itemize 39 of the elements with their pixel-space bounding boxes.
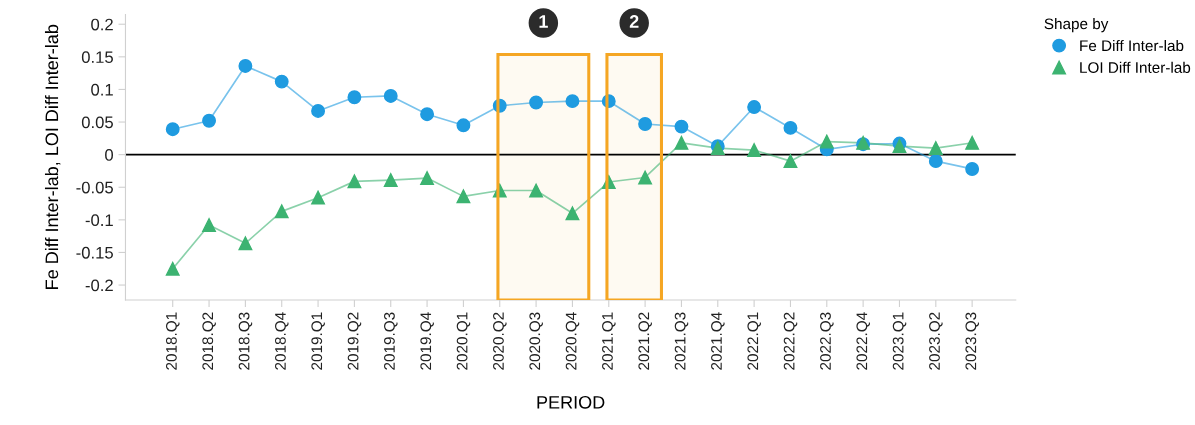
y-tick-label: -0.2 [85,279,113,292]
y-axis-title: Fe Diff Inter-lab, LOI Diff Inter-lab [44,24,61,289]
x-tick-label: 2021.Q1 [602,312,616,370]
y-tick-label: 0.15 [81,51,113,64]
x-tick-label: 2020.Q1 [456,312,471,370]
y-tick-label: -0.15 [76,246,113,259]
x-tick-label: 2023.Q2 [929,312,943,370]
x-tick-label: 2021.Q2 [638,312,652,370]
x-tick-label: 2020.Q4 [565,312,580,370]
legend-title: Shape by [1044,18,1109,33]
x-tick-label: 2021.Q4 [711,312,725,370]
x-tick-label: 2021.Q3 [674,312,689,370]
y-tick-label: 0 [105,149,114,161]
x-tick-label: 2020.Q2 [493,312,507,370]
x-tick-label: 2023.Q1 [892,312,907,370]
x-tick-label: 2018.Q2 [202,312,216,370]
x-tick-label: 2020.Q3 [529,312,543,370]
legend-label: LOI Diff Inter-lab [1080,61,1191,73]
y-tick-label: -0.05 [76,181,113,194]
y-tick-label: -0.1 [85,214,113,227]
x-axis-title: PERIOD [537,395,605,409]
band-label: 1 [539,15,548,28]
x-tick-label: 2023.Q3 [965,312,979,370]
y-tick-label: 0.2 [91,18,113,31]
x-tick-label: 2018.Q1 [166,312,180,370]
x-tick-label: 2018.Q3 [238,312,253,370]
x-tick-label: 2022.Q2 [783,312,798,370]
y-tick-label: 0.05 [81,116,113,129]
x-tick-label: 2022.Q4 [856,312,870,370]
x-tick-label: 2019.Q3 [384,312,398,370]
x-tick-label: 2018.Q4 [275,312,289,370]
x-tick-label: 2019.Q1 [311,312,325,370]
x-tick-label: 2022.Q3 [820,312,834,370]
y-tick-label: 0.1 [91,83,113,96]
band-label: 2 [629,15,639,28]
legend-label: Fe Diff Inter-lab [1080,39,1184,52]
x-tick-label: 2022.Q1 [747,312,761,370]
x-tick-label: 2019.Q4 [420,312,434,370]
x-tick-label: 2019.Q2 [347,312,362,370]
